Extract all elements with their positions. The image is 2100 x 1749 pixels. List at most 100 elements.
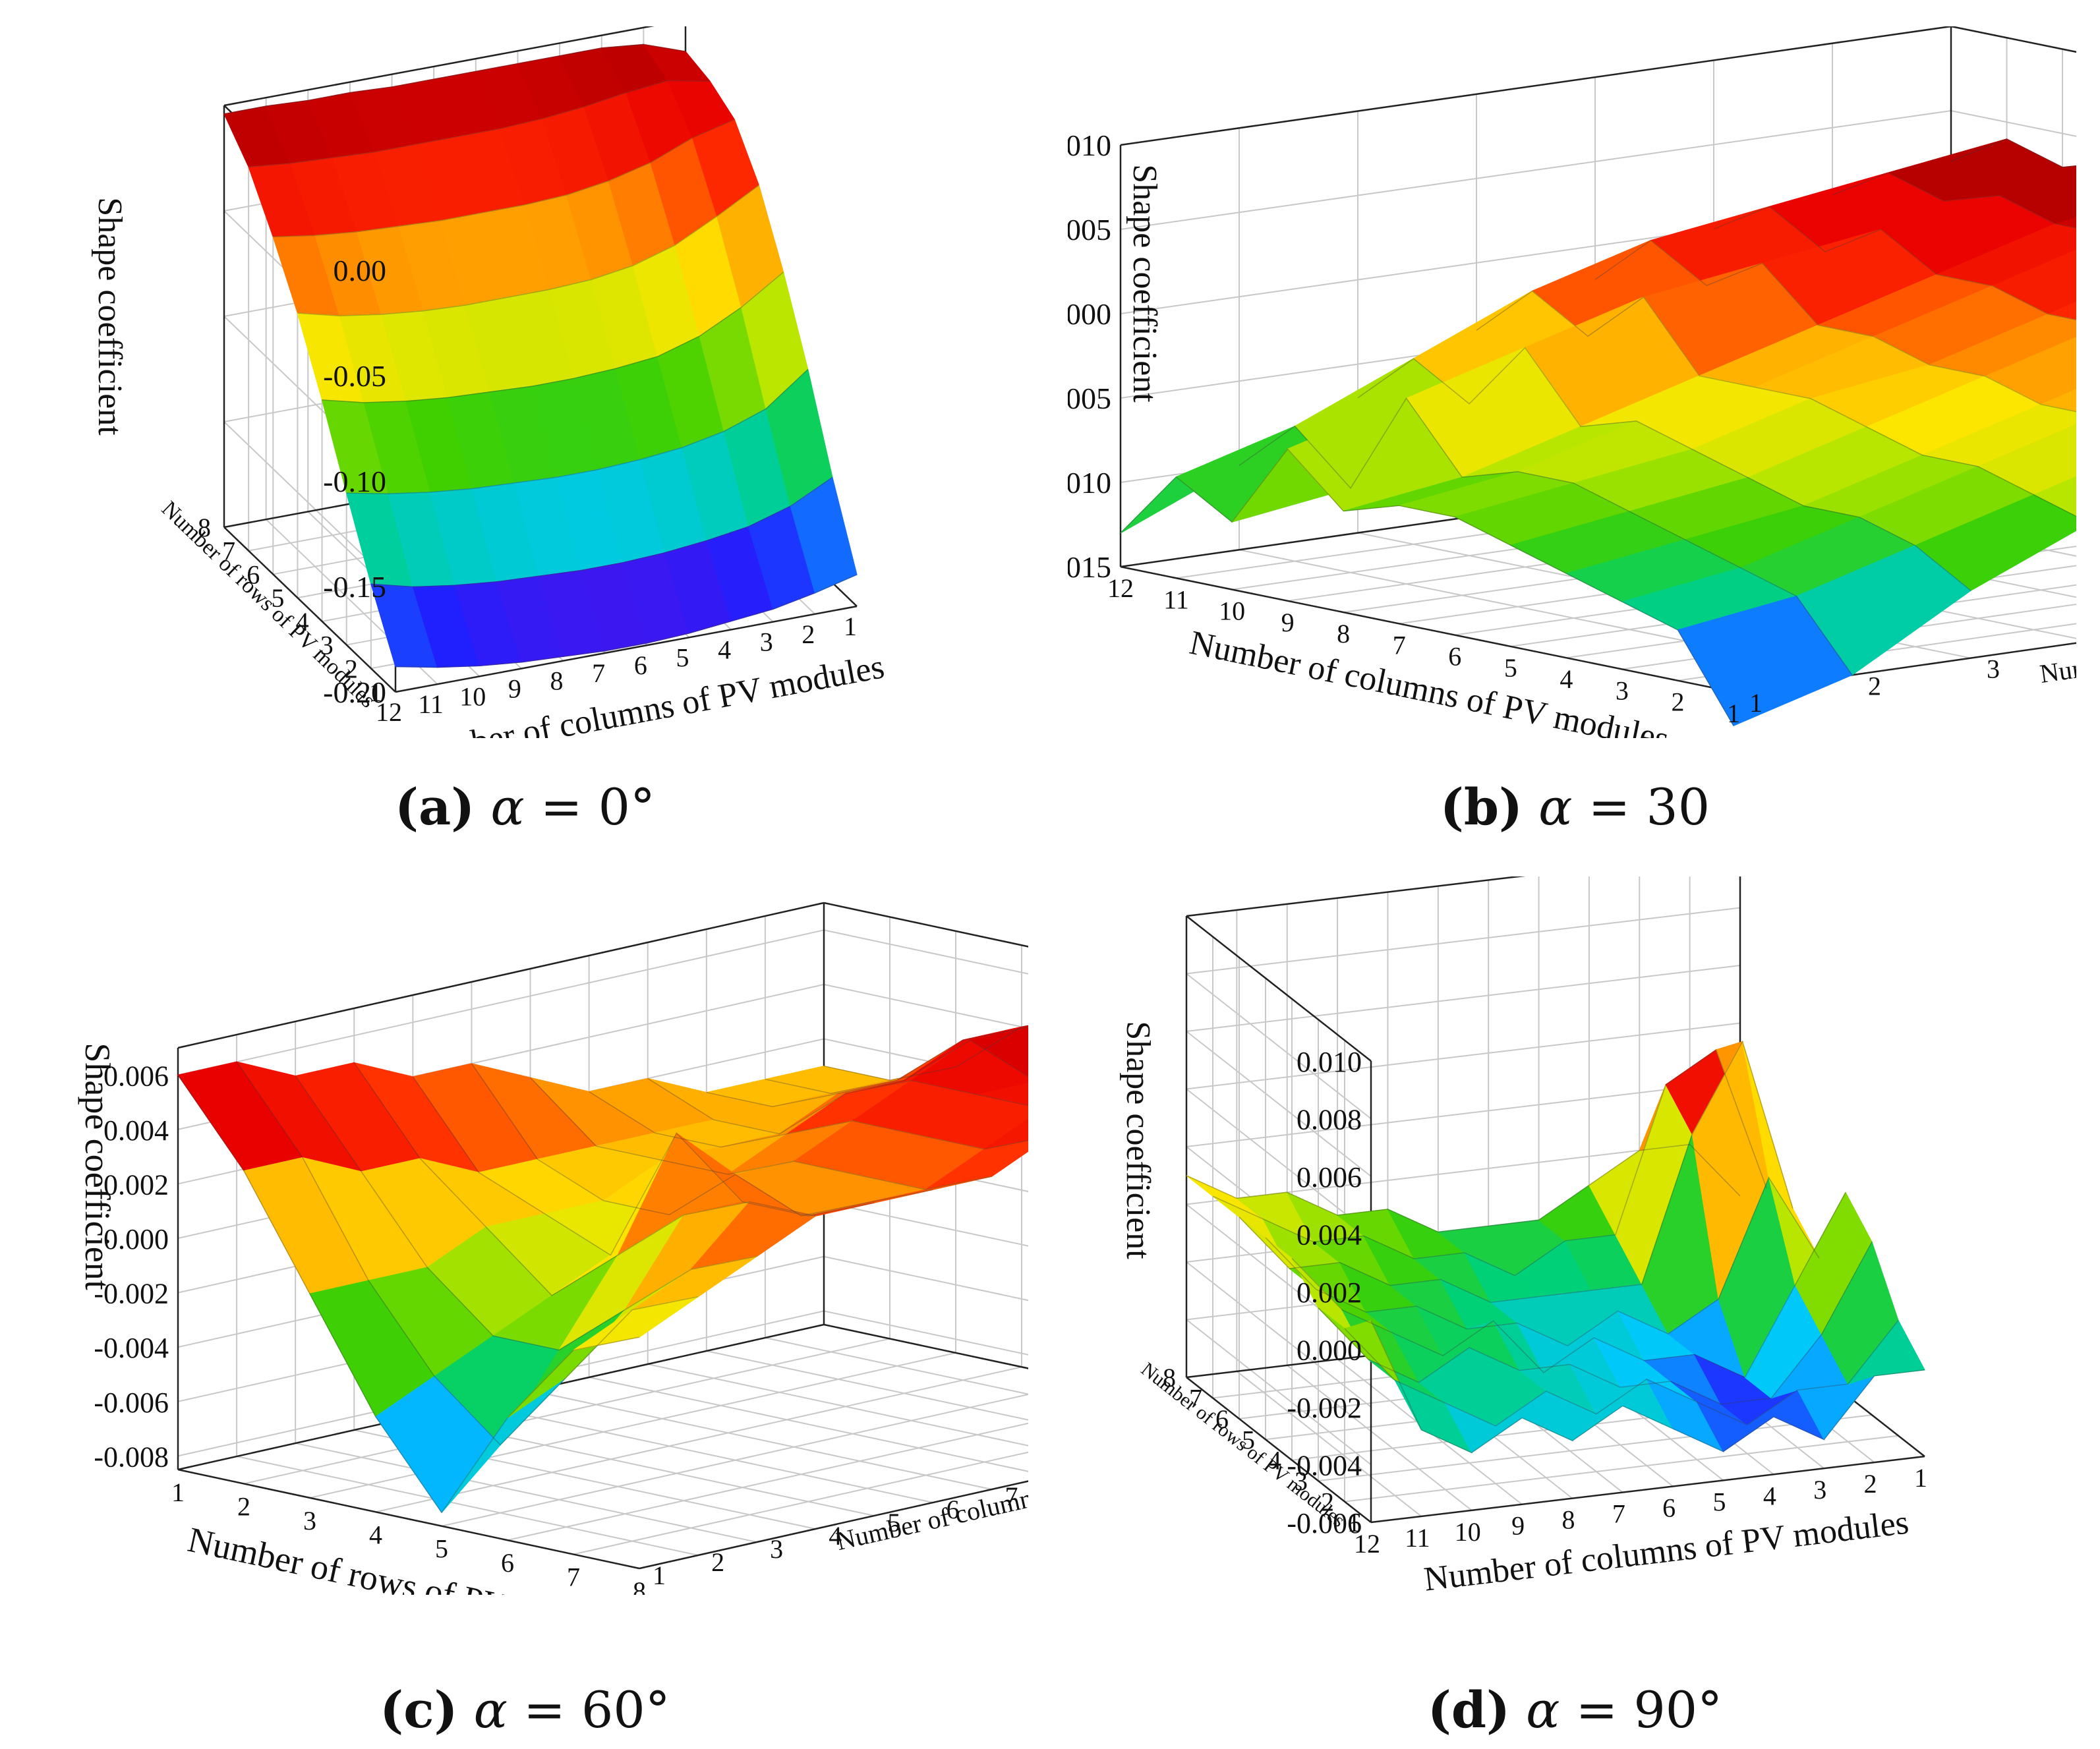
z-tick-label: -0.006: [94, 1387, 169, 1419]
wall-gridline: [823, 1255, 1028, 1302]
surface-meshline: [346, 369, 809, 494]
x-tick-label: 5: [1713, 1487, 1726, 1516]
surface-facet: [2055, 217, 2076, 229]
wall-gridline: [1120, 110, 1952, 230]
z-tick-label: -0.010: [1068, 466, 1111, 500]
caption-a: (a) α = 0°: [0, 778, 1050, 836]
surface-meshline: [223, 43, 686, 115]
axis-edge: [1120, 565, 1734, 693]
axis-edge: [177, 1468, 640, 1570]
z-tick-label: 0.004: [103, 1114, 169, 1147]
surface-meshline: [248, 80, 711, 168]
x-tick-label: 4: [1763, 1481, 1776, 1510]
z-tick-label: -0.10: [323, 465, 386, 498]
x-tick-label: 5: [435, 1534, 448, 1564]
surface-meshline: [1186, 1143, 1741, 1233]
x-tick-label: 10: [1219, 596, 1245, 626]
x-tick-label: 11: [418, 689, 444, 719]
y-tick-label: 3: [770, 1534, 783, 1564]
floor-gridline: [1236, 1371, 1422, 1517]
panel-a: 0.00 -0.05 -0.10 -0.15 -0.20 12 11 10 9 8 7 6 5 4 3 2 1 1…: [26, 26, 1015, 738]
y-tick-label: 8: [198, 513, 211, 542]
x-axis-label: Number of columns of PV modules: [1186, 624, 1672, 738]
z-tick-label: 0.008: [1297, 1104, 1362, 1136]
wall-gridline: [177, 929, 825, 1076]
y-tick-label: 2: [711, 1547, 724, 1577]
axis-edge: [1186, 1377, 1372, 1523]
axis-edge: [1120, 26, 1952, 146]
panel-d: 0.010 0.008 0.006 0.004 0.002 0.000 -0.002 -0.0…: [1068, 876, 2076, 1595]
x-tick-label: 6: [634, 650, 647, 680]
z-tick-label: -0.015: [1068, 550, 1111, 584]
caption-c-eq: = 60°: [508, 1680, 670, 1739]
x-tick-label: 12: [1354, 1529, 1380, 1559]
surface-meshline: [1239, 1040, 1794, 1303]
axis-edge: [823, 902, 1028, 948]
z-tick-label: -0.008: [94, 1441, 169, 1473]
wall-gridline: [1186, 1031, 1372, 1177]
z-tick-label: -0.20: [323, 675, 386, 709]
z-tick-label: -0.15: [323, 570, 386, 604]
y-tick-label: 3: [1987, 654, 2000, 684]
x-tick-label: 6: [501, 1548, 514, 1578]
x-tick-label: 3: [1616, 675, 1629, 705]
x-tick-label: 6: [1448, 642, 1461, 672]
surface-meshline: [823, 1025, 1028, 1081]
x-tick-label: 4: [1560, 664, 1573, 694]
wall-gridline: [823, 929, 1028, 975]
y-tick-label: 4: [296, 607, 309, 637]
x-tick-label: 3: [1813, 1475, 1826, 1505]
z-tick-label: 0.004: [1297, 1219, 1362, 1251]
x-tick-label: 5: [1504, 653, 1517, 683]
surface-meshline: [1594, 239, 2076, 413]
y-tick-label: 4: [829, 1521, 842, 1551]
z-tick-label: 0.006: [103, 1060, 169, 1092]
x-tick-label: 4: [718, 635, 731, 664]
x-tick-label: 8: [550, 666, 564, 696]
floor-gridline: [1318, 1414, 1873, 1482]
z-tick-label: -0.004: [94, 1332, 169, 1364]
surface-meshline: [297, 185, 759, 317]
surface-meshline: [1120, 448, 1734, 726]
surface-meshline: [295, 1075, 757, 1351]
y-tick-label: 7: [222, 536, 235, 566]
surface-meshline: [395, 574, 858, 668]
floor-gridline: [471, 1403, 933, 1503]
caption-a-symbol: α: [490, 778, 525, 836]
surface-meshline: [765, 1026, 1028, 1094]
z-tick-label: -0.002: [94, 1278, 169, 1310]
floor-gridline: [573, 1451, 1028, 1555]
axis-edge: [1186, 915, 1372, 1062]
panel-c: 0.006 0.004 0.002 0.000 -0.002 -0.004 -0.006 -0…: [20, 876, 1028, 1595]
x-tick-label: 11: [1405, 1523, 1430, 1553]
x-tick-label: 8: [1561, 1505, 1575, 1535]
z-tick-label: 0.00: [334, 254, 387, 287]
x-tick-label: 12: [1107, 573, 1134, 603]
x-tick-label: 8: [633, 1576, 646, 1595]
surface-facet: [790, 476, 858, 594]
caption-c: (c) α = 60°: [0, 1680, 1050, 1739]
y-tick-label: 6: [946, 1495, 959, 1524]
surface-meshline: [706, 1039, 1028, 1107]
z-axis-label: Shape coefficient: [1119, 1021, 1157, 1259]
z-tick-label: -0.004: [1287, 1450, 1362, 1482]
axis-edge: [1733, 642, 2076, 693]
x-tick-label: 8: [1337, 619, 1350, 648]
y-axis-label: Number of rows of PV modules: [2038, 612, 2076, 689]
surface-meshline: [529, 1077, 992, 1190]
wall-gridline: [1186, 973, 1372, 1120]
x-tick-label: 9: [1511, 1511, 1525, 1541]
y-tick-label: 2: [1321, 1487, 1334, 1517]
y-tick-label: 1: [653, 1561, 666, 1590]
surface-meshline: [1476, 290, 2076, 517]
surface-meshline: [353, 1062, 816, 1296]
x-tick-label: 7: [592, 658, 605, 688]
caption-d-letter: (d): [1427, 1680, 1510, 1739]
z-axis-label: Shape coefficient: [1126, 164, 1163, 403]
x-tick-label: 5: [676, 643, 689, 672]
caption-b-symbol: α: [1538, 778, 1573, 836]
axis-edge: [823, 1323, 1028, 1369]
wall-gridline: [1950, 110, 2076, 137]
axis-edge: [1370, 1455, 1925, 1524]
